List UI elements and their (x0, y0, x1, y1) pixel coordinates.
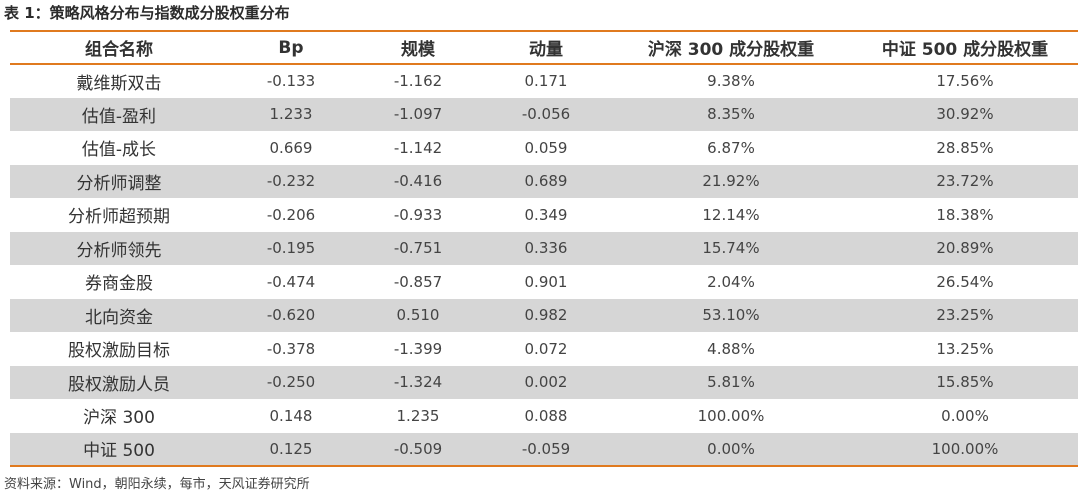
cell-hs300-weight: 15.74% (610, 231, 852, 265)
table-row: 股权激励人员 -0.250 -1.324 0.002 5.81% 15.85% (10, 365, 1078, 399)
cell-bp: -0.195 (228, 231, 354, 265)
cell-momentum: 0.002 (482, 365, 610, 399)
cell-hs300-weight: 5.81% (610, 365, 852, 399)
cell-size: -0.751 (354, 231, 482, 265)
cell-zz500-weight: 20.89% (852, 231, 1078, 265)
cell-size: -1.142 (393, 138, 443, 157)
cell-zz500-weight: 23.72% (852, 164, 1078, 198)
cell-zz500-weight: 28.85% (936, 138, 994, 157)
table-row: 估值-盈利 1.233 -1.097 -0.056 8.35% 30.92% (10, 97, 1078, 131)
cell-hs300-weight: 9.38% (707, 72, 755, 91)
cell-momentum: 0.901 (524, 272, 568, 291)
data-table-container: 组合名称 Bp 规模 动量 沪深 300 成分股权重 中证 500 成分股权重 … (10, 30, 1078, 467)
cell-momentum: 0.982 (482, 298, 610, 332)
cell-momentum: 0.171 (524, 72, 568, 91)
cell-size: -1.399 (393, 339, 443, 358)
cell-zz500-weight: 18.38% (936, 205, 994, 224)
cell-hs300-weight: 6.87% (707, 138, 755, 157)
source-note: 资料来源：Wind，朝阳永续，每市，天风证券研究所 (4, 477, 310, 492)
cell-bp: 0.669 (269, 138, 313, 157)
table-row: 戴维斯双击 -0.133 -1.162 0.171 9.38% 17.56% (10, 64, 1078, 98)
cell-momentum: 0.349 (524, 205, 568, 224)
cell-zz500-weight: 100.00% (852, 432, 1078, 467)
cell-zz500-weight: 17.56% (936, 72, 994, 91)
cell-hs300-weight: 100.00% (697, 406, 765, 425)
cell-bp: -0.206 (266, 205, 316, 224)
cell-name: 股权激励人员 (10, 365, 228, 399)
cell-bp: 0.148 (269, 406, 313, 425)
header-bp: Bp (228, 30, 354, 65)
cell-size: -1.324 (354, 365, 482, 399)
table-row: 中证 500 0.125 -0.509 -0.059 0.00% 100.00% (10, 432, 1078, 467)
cell-hs300-weight: 21.92% (610, 164, 852, 198)
cell-bp: -0.378 (266, 339, 316, 358)
cell-name: 沪深 300 (83, 408, 155, 429)
cell-name: 戴维斯双击 (76, 73, 162, 94)
style-weight-table: 组合名称 Bp 规模 动量 沪深 300 成分股权重 中证 500 成分股权重 … (10, 30, 1078, 467)
cell-zz500-weight: 15.85% (852, 365, 1078, 399)
table-row: 分析师超预期 -0.206 -0.933 0.349 12.14% 18.38% (10, 198, 1078, 232)
cell-bp: -0.620 (228, 298, 354, 332)
cell-bp: 0.125 (228, 432, 354, 467)
header-portfolio-name: 组合名称 (10, 30, 228, 65)
cell-momentum: 0.689 (482, 164, 610, 198)
cell-bp: -0.232 (228, 164, 354, 198)
header-hs300-weight: 沪深 300 成分股权重 (610, 30, 852, 65)
cell-name: 中证 500 (10, 432, 228, 467)
cell-size: -0.857 (393, 272, 443, 291)
cell-hs300-weight: 12.14% (702, 205, 760, 224)
cell-zz500-weight: 13.25% (936, 339, 994, 358)
table-caption: 表 1：策略风格分布与指数成分股权重分布 (4, 4, 290, 22)
cell-size: -1.097 (354, 97, 482, 131)
cell-size: -0.933 (393, 205, 443, 224)
header-size: 规模 (354, 30, 482, 65)
table-row: 券商金股 -0.474 -0.857 0.901 2.04% 26.54% (10, 265, 1078, 299)
cell-momentum: 0.336 (482, 231, 610, 265)
cell-momentum: 0.059 (524, 138, 568, 157)
cell-name: 分析师调整 (10, 164, 228, 198)
header-momentum: 动量 (482, 30, 610, 65)
table-row: 分析师领先 -0.195 -0.751 0.336 15.74% 20.89% (10, 231, 1078, 265)
cell-size: -0.416 (354, 164, 482, 198)
cell-bp: -0.133 (266, 72, 316, 91)
cell-bp: 1.233 (228, 97, 354, 131)
table-row: 分析师调整 -0.232 -0.416 0.689 21.92% 23.72% (10, 164, 1078, 198)
cell-hs300-weight: 8.35% (610, 97, 852, 131)
cell-hs300-weight: 0.00% (610, 432, 852, 467)
cell-zz500-weight: 30.92% (852, 97, 1078, 131)
header-zz500-weight: 中证 500 成分股权重 (852, 30, 1078, 65)
table-row: 北向资金 -0.620 0.510 0.982 53.10% 23.25% (10, 298, 1078, 332)
cell-hs300-weight: 53.10% (610, 298, 852, 332)
cell-name: 分析师超预期 (68, 207, 170, 228)
cell-size: -1.162 (393, 72, 443, 91)
cell-name: 分析师领先 (10, 231, 228, 265)
cell-momentum: -0.056 (482, 97, 610, 131)
cell-name: 股权激励目标 (68, 341, 170, 362)
cell-zz500-weight: 23.25% (852, 298, 1078, 332)
table-row: 股权激励目标 -0.378 -1.399 0.072 4.88% 13.25% (10, 332, 1078, 366)
table-row: 估值-成长 0.669 -1.142 0.059 6.87% 28.85% (10, 131, 1078, 165)
cell-momentum: 0.072 (524, 339, 568, 358)
cell-name: 北向资金 (10, 298, 228, 332)
cell-size: 1.235 (396, 406, 440, 425)
cell-hs300-weight: 2.04% (707, 272, 755, 291)
table-row: 沪深 300 0.148 1.235 0.088 100.00% 0.00% (10, 399, 1078, 433)
cell-zz500-weight: 26.54% (936, 272, 994, 291)
cell-bp: -0.474 (266, 272, 316, 291)
cell-name: 估值-盈利 (10, 97, 228, 131)
cell-size: 0.510 (354, 298, 482, 332)
cell-name: 券商金股 (85, 274, 153, 295)
cell-bp: -0.250 (228, 365, 354, 399)
cell-momentum: -0.059 (482, 432, 610, 467)
cell-size: -0.509 (354, 432, 482, 467)
table-header-row: 组合名称 Bp 规模 动量 沪深 300 成分股权重 中证 500 成分股权重 (10, 30, 1078, 65)
cell-name: 估值-成长 (81, 140, 157, 161)
cell-momentum: 0.088 (524, 406, 568, 425)
cell-zz500-weight: 0.00% (941, 406, 989, 425)
cell-hs300-weight: 4.88% (707, 339, 755, 358)
